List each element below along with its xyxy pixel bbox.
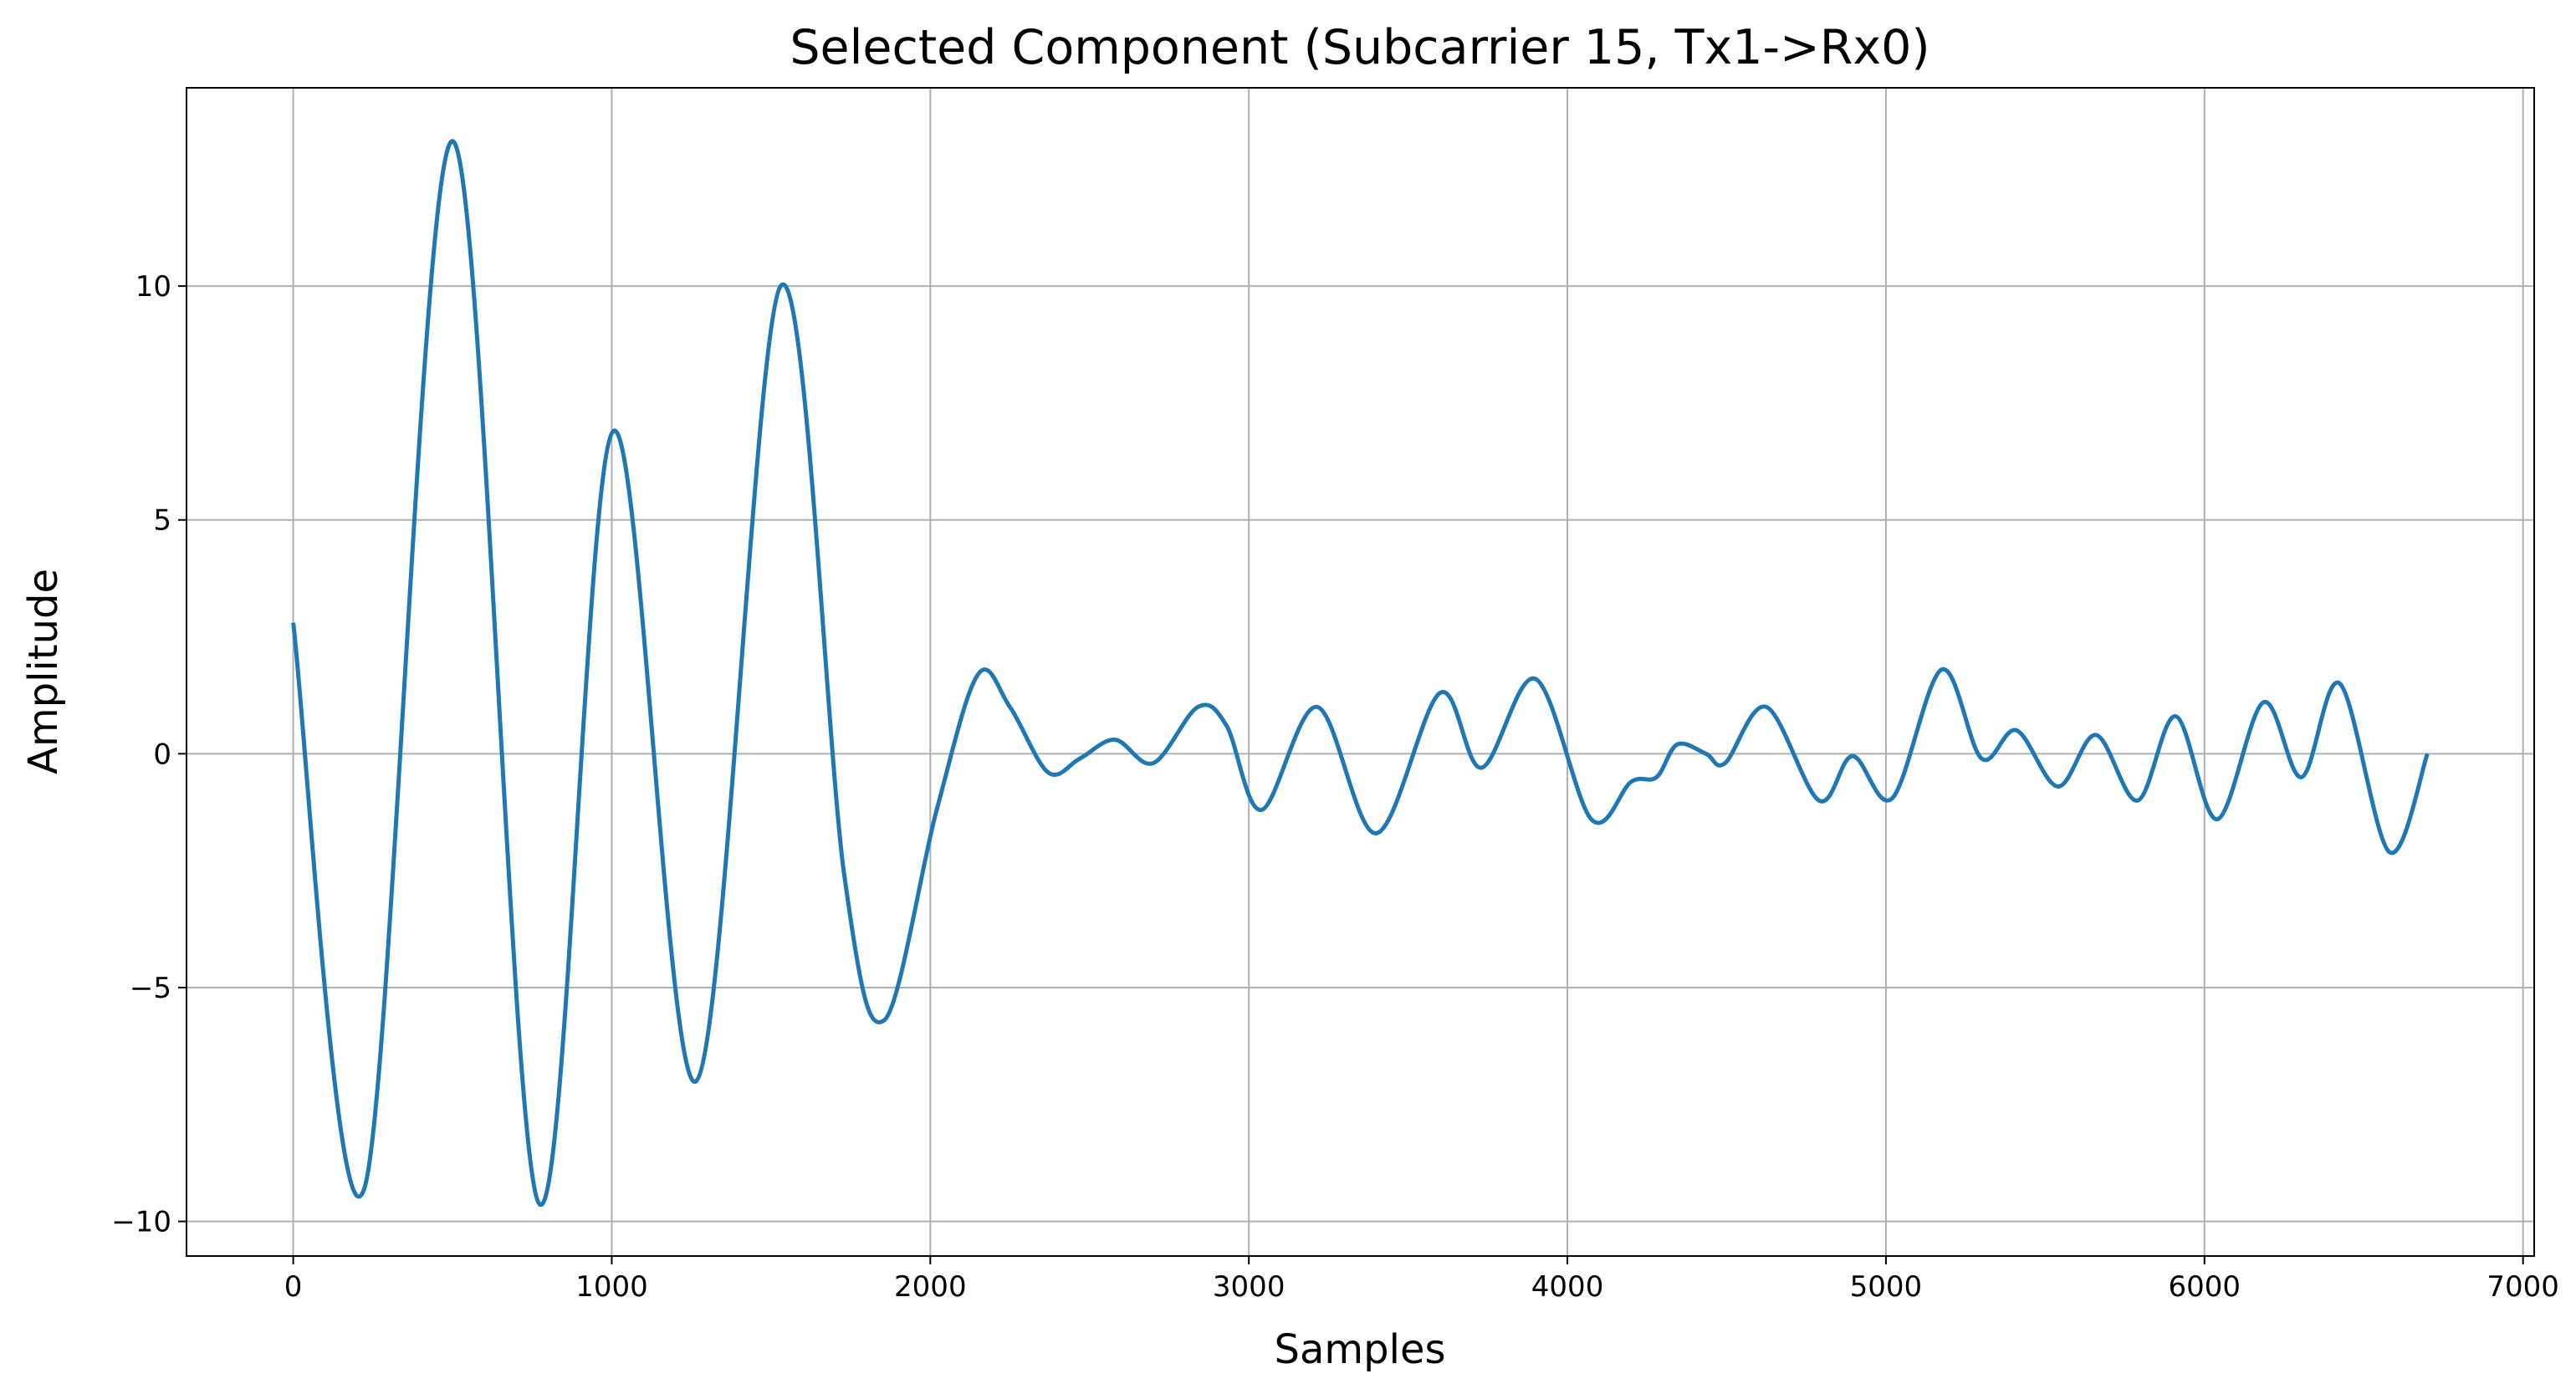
y-tick-label: −10 xyxy=(111,1206,171,1239)
x-tick-label: 6000 xyxy=(2169,1270,2241,1304)
x-axis-label: Samples xyxy=(1275,1326,1446,1373)
x-tick-label: 2000 xyxy=(894,1270,967,1304)
chart-title: Selected Component (Subcarrier 15, Tx1->… xyxy=(790,20,1929,75)
x-tick-label: 4000 xyxy=(1531,1270,1604,1304)
y-tick-label: 5 xyxy=(153,504,171,538)
x-tick-label: 3000 xyxy=(1213,1270,1285,1304)
y-axis-label: Amplitude xyxy=(20,569,67,774)
y-tick-label: 0 xyxy=(153,738,171,771)
x-tick-label: 0 xyxy=(284,1270,303,1304)
x-tick-label: 7000 xyxy=(2487,1270,2559,1304)
plot-frame xyxy=(186,87,2535,1257)
y-tick-label: 10 xyxy=(135,270,171,304)
y-tick-label: −5 xyxy=(130,972,171,1005)
x-tick-label: 5000 xyxy=(1850,1270,1923,1304)
line-series xyxy=(291,139,2430,1208)
x-tick-label: 1000 xyxy=(575,1270,648,1304)
